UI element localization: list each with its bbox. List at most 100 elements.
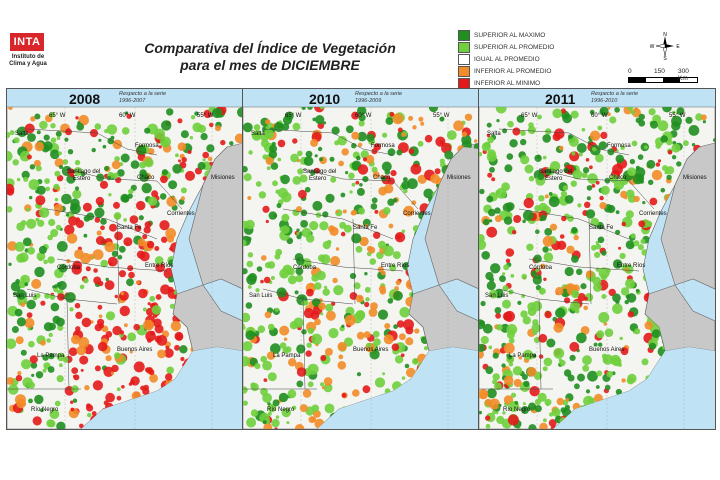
north-arrow-icon: N S E W: [650, 32, 680, 60]
place-label-chaco: Chaco: [373, 175, 391, 181]
province-border: [46, 208, 158, 240]
panel-year: 2011: [545, 91, 576, 107]
province-border: [538, 298, 542, 390]
compass-s: S: [663, 56, 667, 60]
meridian-label: 65° W: [285, 113, 302, 119]
legend-item: Inferior al promedio: [458, 65, 554, 77]
place-label-san_luis: San Luis: [13, 293, 36, 299]
place-label-formosa: Formosa: [371, 143, 395, 149]
panel-year: 2008: [69, 91, 101, 107]
meridian-label: 65° W: [521, 113, 538, 119]
place-label-santa_fe: Santa Fe: [353, 225, 378, 231]
panel-year: 2010: [309, 91, 341, 107]
legend-swatch: [458, 77, 470, 89]
province-border: [498, 128, 630, 156]
atlantic-ocean: [553, 347, 715, 429]
legend-swatch: [458, 53, 470, 65]
place-label-chaco: Chaco: [609, 175, 627, 181]
institute-line-1: Instituto de: [11, 54, 45, 60]
place-label-santiago2: Estero: [309, 176, 327, 182]
meridian-label: 55° W: [669, 113, 686, 119]
place-label-santiago2: Estero: [73, 176, 91, 182]
legend-item: Superior al promedio: [458, 41, 554, 53]
place-label-misiones: Misiones: [683, 175, 707, 181]
title-line-2: para el mes de DICIEMBRE: [180, 57, 360, 73]
atlantic-ocean: [81, 347, 243, 429]
scale-mid: 150: [654, 68, 665, 75]
legend-item: Superior al maximo: [458, 29, 554, 41]
place-label-salta: Salta: [251, 131, 265, 137]
place-label-salta: Salta: [15, 131, 29, 137]
province-border: [352, 218, 356, 305]
province-border: [588, 218, 592, 305]
place-label-buenos_aires: Buenos Aires: [589, 347, 624, 353]
place-label-entre_rios: Entre Ríos: [381, 263, 409, 269]
place-label-cordoba: Córdoba: [529, 265, 553, 271]
serie-line-2: 1996-2009: [355, 97, 382, 104]
atlantic-ocean: [317, 347, 479, 429]
legend-label: Igual al promedio: [474, 55, 540, 63]
province-border: [518, 208, 630, 240]
map-title: Comparativa del Índice de Vegetación par…: [120, 40, 420, 74]
place-label-santiago2: Estero: [545, 176, 563, 182]
inta-logo: INTA: [10, 33, 44, 51]
legend-label: Superior al maximo: [474, 31, 546, 39]
place-label-corrientes: Corrientes: [639, 211, 667, 217]
province-border: [116, 218, 120, 305]
legend-item: Inferior al minimo: [458, 77, 554, 89]
place-label-san_luis: San Luis: [249, 293, 272, 299]
place-label-entre_rios: Entre Ríos: [617, 263, 645, 269]
place-label-santa_fe: Santa Fe: [117, 225, 142, 231]
place-label-rio_negro: Río Negro: [503, 407, 531, 413]
place-label-rio_negro: Río Negro: [267, 407, 295, 413]
map-svg: 65° W 60° W 55° W Salta Formosa Misiones Chaco…: [7, 89, 243, 429]
map-svg: 65° W 60° W 55° W Salta Formosa Misiones Chaco…: [479, 89, 715, 429]
meridian-label: 55° W: [433, 113, 450, 119]
place-label-la_pampa: La Pampa: [509, 353, 537, 359]
panel-serie: Respecto a la serie 1996-2007: [119, 91, 166, 104]
legend-swatch: [458, 41, 470, 53]
legend-swatch: [458, 29, 470, 41]
legend-item: Igual al promedio: [458, 53, 554, 65]
compass-e: E: [676, 44, 680, 50]
place-label-santiago1: Santiago del: [539, 169, 572, 175]
meridian-label: 60° W: [591, 113, 608, 119]
map-panel-2010: 65° W 60° W 55° W Salta Formosa Misiones Chaco…: [242, 88, 480, 430]
place-label-la_pampa: La Pampa: [37, 353, 65, 359]
serie-line-1: Respecto a la serie: [355, 91, 403, 97]
province-border: [282, 208, 394, 240]
panel-serie: Respecto a la serie 1996-2009: [355, 91, 402, 104]
scale-zero: 0: [628, 68, 632, 75]
meridian-label: 65° W: [49, 113, 66, 119]
title-line-1: Comparativa del Índice de Vegetación: [144, 40, 396, 56]
map-svg: 65° W 60° W 55° W Salta Formosa Misiones Chaco…: [243, 89, 479, 429]
scale-end: 300 Km: [678, 68, 689, 82]
province-border: [538, 168, 655, 210]
legend-label: Inferior al minimo: [474, 79, 541, 87]
map-panel-2011: 65° W 60° W 55° W Salta Formosa Misiones Chaco…: [478, 88, 716, 430]
province-border: [262, 128, 394, 156]
province-border: [292, 258, 404, 272]
place-label-entre_rios: Entre Ríos: [145, 263, 173, 269]
legend-swatch: [458, 65, 470, 77]
place-label-chaco: Chaco: [137, 175, 155, 181]
institute-name: Instituto de Clima y Agua: [6, 54, 50, 68]
place-label-corrientes: Corrientes: [167, 211, 195, 217]
place-label-la_pampa: La Pampa: [273, 353, 301, 359]
legend: Superior al maximo Superior al promedio Ig…: [458, 29, 554, 90]
place-label-santiago1: Santiago del: [303, 169, 336, 175]
place-label-corrientes: Corrientes: [403, 211, 431, 217]
province-border: [528, 258, 640, 272]
map-panel-2008: 65° W 60° W 55° W Salta Formosa Misiones Chaco…: [6, 88, 244, 430]
place-label-misiones: Misiones: [447, 175, 471, 181]
serie-line-1: Respecto a la serie: [591, 91, 639, 97]
place-label-san_luis: San Luis: [485, 293, 508, 299]
place-label-santa_fe: Santa Fe: [589, 225, 614, 231]
serie-line-1: Respecto a la serie: [119, 91, 167, 97]
serie-line-2: 1996-2010: [591, 97, 618, 104]
compass-n: N: [663, 32, 667, 38]
place-label-formosa: Formosa: [135, 143, 159, 149]
province-border: [66, 168, 183, 210]
place-label-salta: Salta: [487, 131, 501, 137]
place-label-cordoba: Córdoba: [293, 265, 317, 271]
